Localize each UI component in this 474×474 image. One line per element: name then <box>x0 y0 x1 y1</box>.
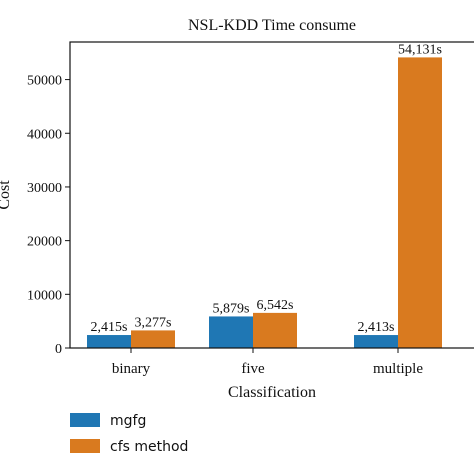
bar-marks <box>87 57 442 348</box>
legend-label: cfs method <box>110 439 188 455</box>
y-tick-label: 30000 <box>27 181 62 196</box>
y-tick-label: 40000 <box>27 127 62 142</box>
legend-label: mgfg <box>110 413 146 429</box>
bar-mgfg-multiple <box>354 335 398 348</box>
x-axis-label: Classification <box>228 384 316 401</box>
y-tick-label: 10000 <box>27 288 62 303</box>
bar-value-label: 3,277s <box>135 315 172 330</box>
x-tick-label: binary <box>112 361 151 377</box>
y-tick-label: 0 <box>55 342 62 357</box>
x-axis-ticks: binary five multiple <box>112 348 423 377</box>
y-axis-label: Cost <box>0 180 13 210</box>
bar-value-label: 5,879s <box>213 301 250 316</box>
bar-cfs-method-five <box>253 312 297 348</box>
y-tick-label: 50000 <box>27 74 62 89</box>
bar-value-label: 54,131s <box>398 42 442 57</box>
bar-mgfg-five <box>209 316 253 348</box>
bar-value-label: 6,542s <box>257 298 294 313</box>
bar-value-label: 2,415s <box>91 320 128 335</box>
bar-mgfg-binary <box>87 335 131 348</box>
chart-legend: mgfg cfs method <box>70 413 188 455</box>
chart-title: NSL-KDD Time consume <box>188 17 356 34</box>
x-tick-label: multiple <box>373 361 423 377</box>
bar-value-label: 2,413s <box>358 320 395 335</box>
bar-data-labels: 2,415s 5,879s 2,413s 3,277s 6,542s 54,131s <box>91 42 442 335</box>
legend-swatch <box>70 413 100 427</box>
x-tick-label: five <box>241 361 265 377</box>
y-axis-ticks: 0 10000 20000 30000 40000 50000 <box>27 74 70 357</box>
legend-swatch <box>70 439 100 453</box>
y-tick-label: 20000 <box>27 235 62 250</box>
bar-cfs-method-multiple <box>398 57 442 348</box>
plot-frame <box>69 41 474 349</box>
bar-cfs-method-binary <box>131 330 175 348</box>
